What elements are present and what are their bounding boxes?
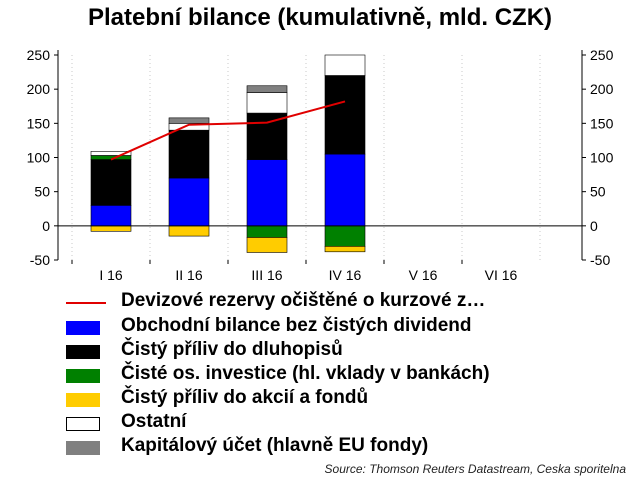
x-tick-label: I 16	[99, 267, 123, 283]
legend-swatch	[66, 321, 100, 335]
reserves-line-path	[110, 100, 346, 161]
x-tick-label: V 16	[409, 267, 438, 283]
legend-label: Ostatní	[121, 411, 187, 432]
bar-segment	[168, 177, 210, 227]
y-tick-label-right: 100	[590, 150, 614, 166]
legend-label: Čistý příliv do akcií a fondů	[121, 387, 369, 408]
legend-label: Čisté os. investice (hl. vklady v bankác…	[121, 363, 490, 384]
legend-swatch	[66, 345, 100, 359]
bar-segment	[168, 117, 210, 124]
legend-swatch	[66, 441, 100, 455]
bar-segment	[324, 153, 366, 227]
bar-segment	[324, 54, 366, 76]
y-tick-label-right: 150	[590, 115, 614, 131]
legend-swatch	[66, 393, 100, 407]
bar-segment	[246, 112, 288, 160]
chart-area: -50 -50 0 0 50 50 100 100 150 150 200 200 250 250 I 16…	[27, 47, 614, 283]
y-tick-label-right: 50	[590, 184, 606, 200]
bar-segment	[90, 225, 132, 232]
bar-segment	[90, 205, 132, 227]
bar-segment	[324, 246, 366, 253]
bar-segment	[90, 151, 132, 156]
y-tick-label-left: 0	[42, 218, 50, 234]
y-tick-label-left: 250	[27, 47, 51, 63]
legend-label: Devizové rezervy očištěné o kurzové z…	[121, 290, 486, 311]
y-tick-label-left: 100	[27, 150, 51, 166]
legend-label: Obchodní bilance bez čistých dividend	[121, 315, 472, 336]
reserves-line	[110, 100, 346, 161]
x-tick-label: II 16	[175, 267, 202, 283]
y-tick-label-right: 0	[590, 218, 598, 234]
bar-segment	[246, 237, 288, 253]
axes	[54, 50, 586, 264]
bar-segment	[324, 225, 366, 247]
tick-labels: -50 -50 0 0 50 50 100 100 150 150 200 200 250 250 I 16…	[27, 47, 614, 283]
y-tick-label-right: -50	[590, 252, 610, 268]
bar-segment	[246, 85, 288, 93]
source-note: Source: Thomson Reuters Datastream, Cesk…	[324, 462, 626, 476]
y-tick-label-left: -50	[30, 252, 50, 268]
y-tick-label-left: 50	[34, 184, 50, 200]
y-tick-label-right: 250	[590, 47, 614, 63]
y-tick-label-right: 200	[590, 81, 614, 97]
x-tick-label: III 16	[251, 267, 282, 283]
y-tick-label-left: 150	[27, 115, 51, 131]
bar-segment	[324, 75, 366, 155]
bar-segment	[168, 129, 210, 179]
x-tick-label: VI 16	[485, 267, 518, 283]
y-tick-label-left: 200	[27, 81, 51, 97]
legend-line-swatch	[66, 302, 106, 304]
bars	[90, 54, 366, 253]
chart-title: Platební bilance (kumulativně, mld. CZK)	[87, 4, 553, 31]
legend-label: Čistý příliv do dluhopisů	[121, 339, 343, 360]
gridlines	[71, 55, 541, 260]
bar-segment	[246, 92, 288, 114]
x-tick-label: IV 16	[329, 267, 362, 283]
bar-segment	[168, 225, 210, 237]
bar-segment	[246, 159, 288, 227]
bar-segment	[90, 159, 132, 206]
legend-swatch	[66, 369, 100, 383]
legend-swatch	[66, 417, 100, 431]
bar-segment	[246, 225, 288, 238]
legend-label: Kapitálový účet (hlavně EU fondy)	[121, 435, 429, 456]
